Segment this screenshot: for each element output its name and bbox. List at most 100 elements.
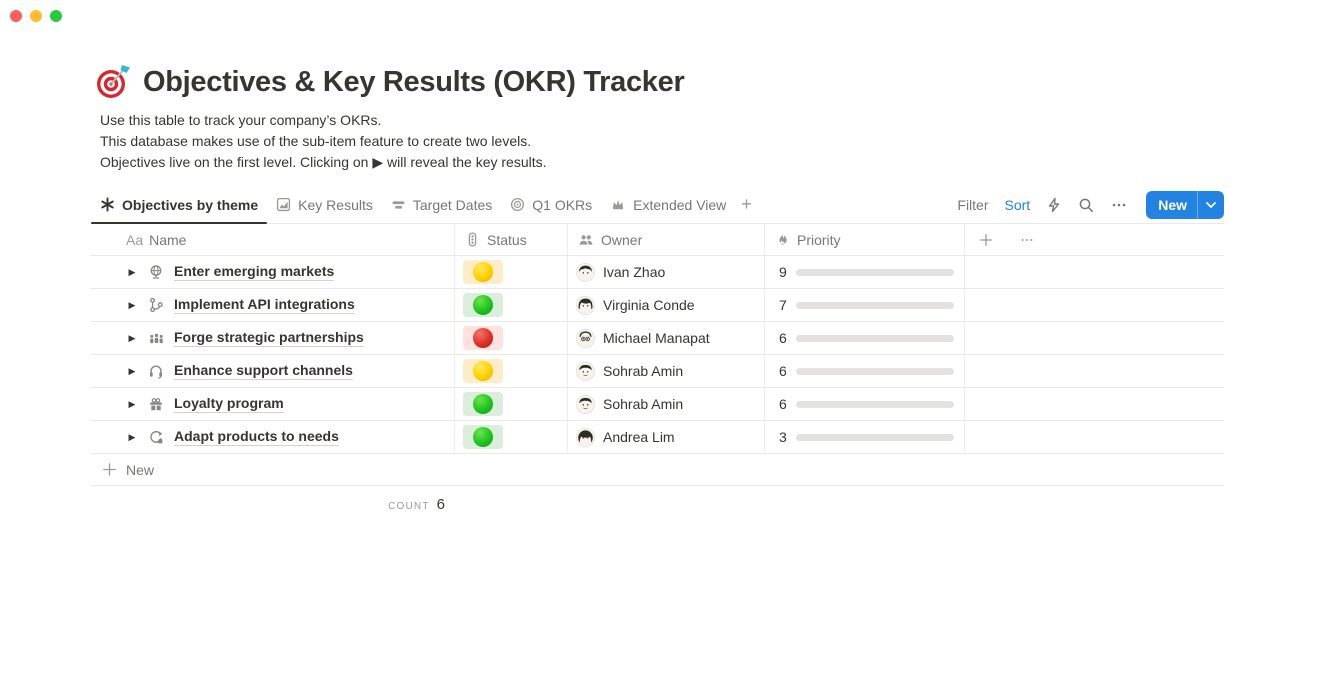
target-dart-icon (95, 64, 131, 100)
traffic-light-icon (465, 232, 480, 247)
globe-icon (146, 264, 166, 280)
status-cell[interactable] (455, 355, 568, 387)
empty-cell[interactable] (965, 421, 1224, 453)
owner-cell[interactable]: Michael Manapat (568, 322, 765, 354)
priority-cell[interactable]: 6 (765, 322, 965, 354)
table-header-row: Aa Name Status Owner (91, 224, 1224, 256)
gift-icon (146, 396, 166, 412)
table-body: ▶ Enter emerging markets Ivan Zhao 9 ▶ I… (91, 256, 1224, 454)
search-icon[interactable] (1078, 197, 1094, 213)
expand-toggle-icon[interactable]: ▶ (128, 332, 136, 343)
status-cell[interactable] (455, 388, 568, 420)
column-header-priority[interactable]: Priority (765, 224, 965, 255)
flame-icon (775, 232, 790, 247)
priority-bar (796, 334, 954, 342)
status-cell[interactable] (455, 421, 568, 453)
priority-cell[interactable]: 9 (765, 256, 965, 288)
status-badge (463, 293, 503, 317)
tab-extended-view[interactable]: Extended View (601, 186, 735, 223)
empty-cell[interactable] (965, 388, 1224, 420)
expand-toggle-icon[interactable]: ▶ (128, 299, 136, 310)
expand-toggle-icon[interactable]: ▶ (128, 266, 136, 277)
sort-button[interactable]: Sort (1004, 196, 1031, 213)
filter-button[interactable]: Filter (957, 196, 989, 213)
table-row: ▶ Enhance support channels Sohrab Amin 6 (91, 355, 1224, 388)
name-cell[interactable]: ▶ Forge strategic partnerships (91, 322, 455, 354)
add-view-button[interactable]: + (741, 194, 752, 214)
count-calculation[interactable]: COUNT 6 (91, 496, 455, 513)
count-label: COUNT (388, 500, 430, 512)
tab-objectives-by-theme[interactable]: Objectives by theme (91, 186, 268, 224)
status-cell[interactable] (455, 289, 568, 321)
expand-toggle-icon[interactable]: ▶ (128, 431, 136, 442)
owner-cell[interactable]: Virginia Conde (568, 289, 765, 321)
priority-cell[interactable]: 6 (765, 388, 965, 420)
new-button[interactable]: New (1146, 190, 1224, 219)
status-badge (463, 260, 503, 284)
owner-cell[interactable]: Andrea Lim (568, 421, 765, 453)
add-column-button[interactable] (979, 233, 993, 247)
page-name-link[interactable]: Enter emerging markets (174, 263, 335, 281)
name-cell[interactable]: ▶ Enter emerging markets (91, 256, 455, 288)
page-name-link[interactable]: Implement API integrations (174, 296, 355, 314)
column-header-owner[interactable]: Owner (568, 224, 765, 255)
page-name-link[interactable]: Forge strategic partnerships (174, 329, 364, 347)
table-header-extra (965, 224, 1224, 255)
priority-cell[interactable]: 7 (765, 289, 965, 321)
name-cell[interactable]: ▶ Enhance support channels (91, 355, 455, 387)
owner-cell[interactable]: Ivan Zhao (568, 256, 765, 288)
page-name-link[interactable]: Adapt products to needs (174, 428, 339, 446)
empty-cell[interactable] (965, 355, 1224, 387)
owner-name: Sohrab Amin (603, 363, 684, 379)
page-title: Objectives & Key Results (OKR) Tracker (143, 65, 685, 98)
tab-q1-okrs[interactable]: Q1 OKRs (501, 186, 601, 223)
tab-target-dates[interactable]: Target Dates (382, 186, 501, 223)
page-name-link[interactable]: Enhance support channels (174, 362, 353, 380)
priority-bar (796, 433, 954, 441)
owner-cell[interactable]: Sohrab Amin (568, 388, 765, 420)
chevron-down-icon[interactable] (1198, 201, 1224, 209)
more-icon[interactable] (1110, 197, 1128, 213)
priority-value: 9 (779, 264, 787, 280)
close-button[interactable] (10, 10, 22, 22)
expand-toggle-icon[interactable]: ▶ (128, 398, 136, 409)
status-cell[interactable] (455, 322, 568, 354)
expand-toggle-icon[interactable]: ▶ (128, 365, 136, 376)
column-header-name[interactable]: Aa Name (91, 224, 455, 255)
table-row: ▶ Enter emerging markets Ivan Zhao 9 (91, 256, 1224, 289)
status-dot-icon (473, 295, 493, 315)
empty-cell[interactable] (965, 322, 1224, 354)
empty-cell[interactable] (965, 289, 1224, 321)
status-cell[interactable] (455, 256, 568, 288)
table-row: ▶ Forge strategic partnerships Michael M… (91, 322, 1224, 355)
tab-key-results[interactable]: Key Results (267, 186, 382, 223)
empty-cell[interactable] (965, 256, 1224, 288)
count-value: 6 (436, 495, 445, 513)
column-label: Status (487, 231, 527, 248)
status-dot-icon (473, 361, 493, 381)
table-row: ▶ Implement API integrations Virginia Co… (91, 289, 1224, 322)
name-cell[interactable]: ▶ Implement API integrations (91, 289, 455, 321)
column-header-status[interactable]: Status (455, 224, 568, 255)
add-row-button[interactable]: New (91, 454, 1224, 486)
owner-cell[interactable]: Sohrab Amin (568, 355, 765, 387)
owner-name: Andrea Lim (603, 429, 675, 445)
page-header: Objectives & Key Results (OKR) Tracker (91, 64, 1224, 100)
priority-cell[interactable]: 6 (765, 355, 965, 387)
window-controls (10, 10, 62, 22)
priority-cell[interactable]: 3 (765, 421, 965, 453)
tab-label: Extended View (633, 196, 727, 213)
name-cell[interactable]: ▶ Loyalty program (91, 388, 455, 420)
page-content: Objectives & Key Results (OKR) Tracker U… (91, 0, 1224, 522)
page-name-link[interactable]: Loyalty program (174, 395, 284, 413)
table-calculations-row: COUNT 6 (91, 486, 1224, 522)
avatar (576, 262, 595, 282)
bolt-icon[interactable] (1046, 197, 1062, 213)
status-dot-icon (473, 394, 493, 414)
zoom-button[interactable] (50, 10, 62, 22)
name-cell[interactable]: ▶ Adapt products to needs (91, 421, 455, 453)
minimize-button[interactable] (30, 10, 42, 22)
target-icon (510, 197, 525, 212)
table-options-button[interactable] (1019, 233, 1035, 247)
